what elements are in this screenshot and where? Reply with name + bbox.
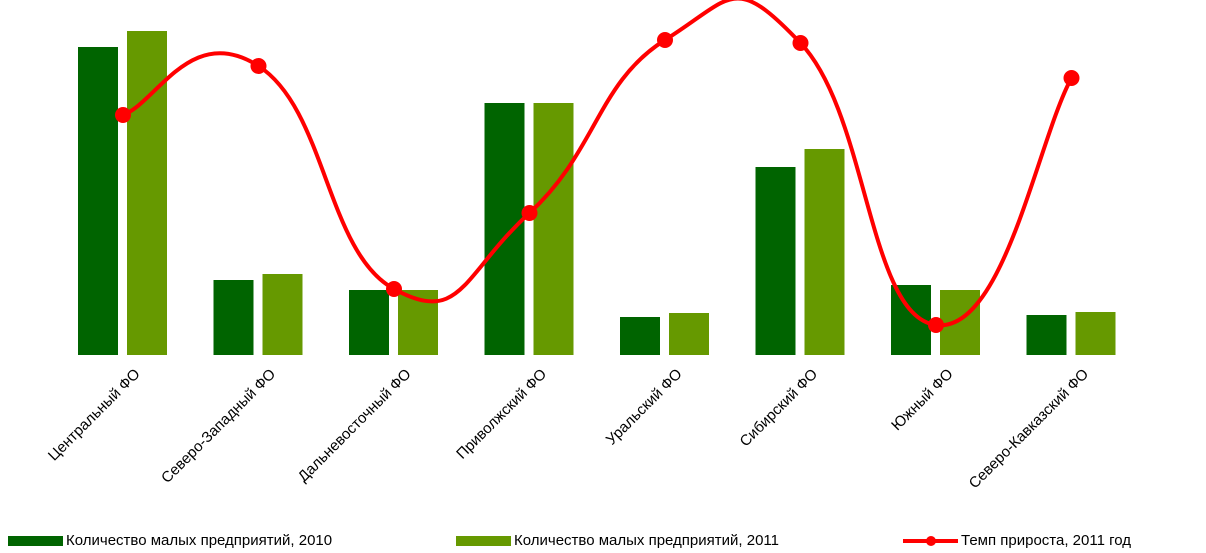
- x-tick-label: Северо-Западный ФО: [158, 366, 279, 487]
- legend-swatch: [8, 536, 63, 546]
- legend-label: Количество малых предприятий, 2010: [66, 532, 332, 549]
- line-point: [792, 35, 809, 51]
- bar: [1075, 312, 1116, 355]
- x-tick-label: Уральский ФО: [603, 366, 686, 449]
- bar: [349, 290, 389, 355]
- x-tick-label: Центральный ФО: [45, 366, 144, 465]
- bar: [804, 149, 845, 355]
- legend-label: Темп прироста, 2011 год: [961, 532, 1131, 549]
- bar: [213, 280, 254, 355]
- legend-swatch: [926, 536, 936, 546]
- line-point: [115, 107, 131, 123]
- line-point: [928, 317, 944, 333]
- line-point: [386, 281, 402, 297]
- bar: [940, 290, 980, 355]
- line-point: [1063, 70, 1080, 86]
- x-tick-label: Сибирский ФО: [737, 366, 822, 451]
- legend-swatch: [456, 536, 511, 546]
- line-point: [657, 32, 673, 48]
- bar: [755, 167, 796, 355]
- bar: [669, 313, 709, 355]
- legend-label: Количество малых предприятий, 2011: [514, 532, 779, 549]
- x-tick-label: Дальневосточный ФО: [295, 366, 415, 486]
- bar: [533, 103, 574, 355]
- x-tick-label: Южный ФО: [888, 366, 957, 435]
- bar: [127, 31, 167, 355]
- bar: [262, 274, 303, 355]
- x-tick-label: Северо-Кавказский ФО: [966, 366, 1092, 492]
- bar: [620, 317, 660, 355]
- bar: [484, 103, 525, 355]
- x-tick-label: Приволжский ФО: [453, 366, 550, 463]
- bar: [1026, 315, 1067, 355]
- line-point: [521, 205, 538, 221]
- line-point: [250, 58, 267, 74]
- bar: [78, 47, 118, 355]
